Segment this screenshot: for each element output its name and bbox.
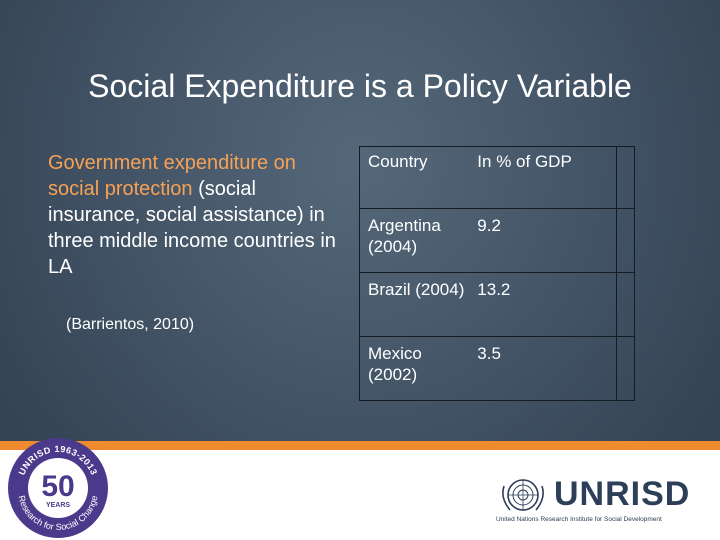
slide-title: Social Expenditure is a Policy Variable — [88, 68, 632, 104]
table-row: Argentina (2004) 9.2 — [359, 208, 635, 273]
header-value: In % of GDP — [469, 146, 617, 209]
logo-wordmark: UNRISD — [554, 475, 691, 513]
logo-subtitle: United Nations Research Institute for So… — [496, 516, 662, 523]
badge-years: YEARS — [46, 502, 70, 509]
body-highlight: Government expenditure on social protect… — [48, 152, 296, 200]
table-spacer-cell — [616, 146, 635, 209]
table-header-row: Country In % of GDP — [359, 146, 635, 209]
unrisd-logo: UNRISD United Nations Research Institute… — [496, 476, 712, 528]
row-value: 13.2 — [469, 272, 617, 337]
table-spacer-cell — [616, 272, 635, 337]
table-spacer-cell — [616, 336, 635, 401]
body-rest: (social insurance, social assistance) in… — [48, 178, 336, 278]
row-country: Brazil (2004) — [359, 272, 470, 337]
table-row: Mexico (2002) 3.5 — [359, 336, 635, 401]
row-country: Argentina (2004) — [359, 208, 470, 273]
row-value: 9.2 — [469, 208, 617, 273]
table-spacer-cell — [616, 208, 635, 273]
row-value: 3.5 — [469, 336, 617, 401]
gdp-table: Country In % of GDP Argentina (2004) 9.2… — [359, 146, 635, 401]
footer-band — [0, 450, 720, 540]
citation: (Barrientos, 2010) — [66, 316, 195, 333]
orange-band — [0, 441, 720, 450]
table-row: Brazil (2004) 13.2 — [359, 272, 635, 337]
anniversary-badge-icon: UNRISD 1963-2013 Research for Social Cha… — [8, 438, 108, 538]
row-country: Mexico (2002) — [359, 336, 470, 401]
header-country: Country — [359, 146, 470, 209]
badge-number: 50 — [41, 470, 74, 503]
un-emblem-icon — [502, 479, 544, 511]
body-text: Government expenditure on social protect… — [48, 150, 348, 280]
